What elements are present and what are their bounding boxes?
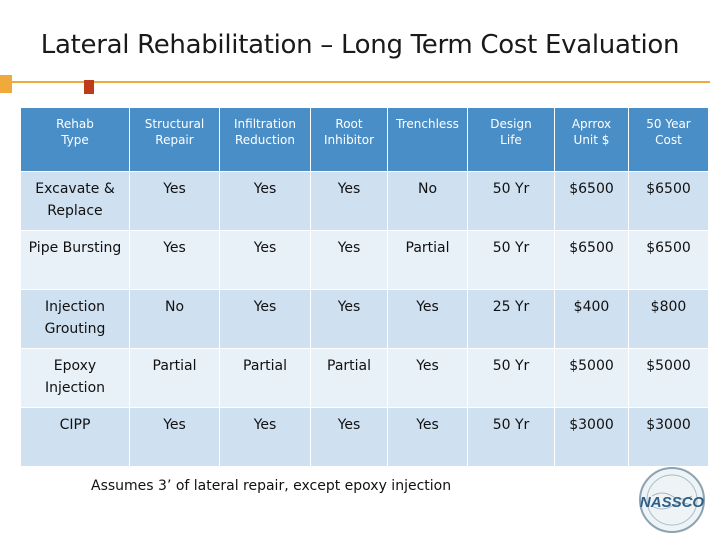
cell-unit-cost: $5000 xyxy=(554,348,629,408)
cell-design-life: 50 Yr xyxy=(467,407,555,467)
table-row: Excavate & Replace Yes Yes Yes No 50 Yr $… xyxy=(20,171,709,231)
cell-structural: Yes xyxy=(129,171,220,231)
cell-design-life: 25 Yr xyxy=(467,289,555,349)
cell-rehab-type: CIPP xyxy=(20,407,130,467)
accent-bar-left xyxy=(0,75,12,93)
cell-rehab-type: Excavate & Replace xyxy=(20,171,130,231)
cell-root: Yes xyxy=(310,230,388,290)
cell-unit-cost: $6500 xyxy=(554,171,629,231)
cell-structural: No xyxy=(129,289,220,349)
cost-evaluation-table: Rehab Type Structural Repair Infiltration R… xyxy=(20,107,709,467)
cell-root: Yes xyxy=(310,171,388,231)
cell-50-year-cost: $3000 xyxy=(628,407,709,467)
cell-structural: Yes xyxy=(129,407,220,467)
cell-50-year-cost: $800 xyxy=(628,289,709,349)
cell-infiltration: Yes xyxy=(219,289,311,349)
slide-title: Lateral Rehabilitation – Long Term Cost … xyxy=(40,30,680,60)
table-row: Epoxy Injection Partial Partial Partial Y… xyxy=(20,348,709,408)
cell-50-year-cost: $5000 xyxy=(628,348,709,408)
table-row: Pipe Bursting Yes Yes Yes Partial 50 Yr … xyxy=(20,230,709,290)
cell-infiltration: Yes xyxy=(219,171,311,231)
logo-text: NASSCO xyxy=(640,494,705,511)
cell-infiltration: Partial xyxy=(219,348,311,408)
cell-infiltration: Yes xyxy=(219,407,311,467)
cell-rehab-type: Epoxy Injection xyxy=(20,348,130,408)
cell-design-life: 50 Yr xyxy=(467,171,555,231)
cell-infiltration: Yes xyxy=(219,230,311,290)
table-row: CIPP Yes Yes Yes Yes 50 Yr $3000 $3000 xyxy=(20,407,709,467)
cell-unit-cost: $6500 xyxy=(554,230,629,290)
cell-structural: Yes xyxy=(129,230,220,290)
cell-trenchless: Partial xyxy=(387,230,468,290)
cell-root: Partial xyxy=(310,348,388,408)
cell-trenchless: Yes xyxy=(387,407,468,467)
header-root-inhibitor: Root Inhibitor xyxy=(310,107,388,172)
header-design-life: Design Life xyxy=(467,107,555,172)
accent-bar-right xyxy=(84,80,94,94)
cell-design-life: 50 Yr xyxy=(467,348,555,408)
cell-trenchless: No xyxy=(387,171,468,231)
cell-50-year-cost: $6500 xyxy=(628,171,709,231)
header-row: Rehab Type Structural Repair Infiltration R… xyxy=(20,107,709,172)
header-rehab-type: Rehab Type xyxy=(20,107,130,172)
cell-50-year-cost: $6500 xyxy=(628,230,709,290)
footnote: Assumes 3’ of lateral repair, except epo… xyxy=(91,478,452,494)
cell-unit-cost: $3000 xyxy=(554,407,629,467)
cell-rehab-type: Pipe Bursting xyxy=(20,230,130,290)
cell-root: Yes xyxy=(310,407,388,467)
cell-rehab-type: Injection Grouting xyxy=(20,289,130,349)
title-divider xyxy=(0,81,710,83)
cell-design-life: 50 Yr xyxy=(467,230,555,290)
cell-trenchless: Yes xyxy=(387,289,468,349)
cell-unit-cost: $400 xyxy=(554,289,629,349)
header-infiltration-reduction: Infiltration Reduction xyxy=(219,107,311,172)
cell-trenchless: Yes xyxy=(387,348,468,408)
header-50-year-cost: 50 Year Cost xyxy=(628,107,709,172)
cell-structural: Partial xyxy=(129,348,220,408)
header-trenchless: Trenchless xyxy=(387,107,468,172)
table-row: Injection Grouting No Yes Yes Yes 25 Yr $… xyxy=(20,289,709,349)
header-structural-repair: Structural Repair xyxy=(129,107,220,172)
nassco-logo-icon: NASSCO xyxy=(639,467,705,533)
cell-root: Yes xyxy=(310,289,388,349)
header-approx-unit-cost: Aprrox Unit $ xyxy=(554,107,629,172)
